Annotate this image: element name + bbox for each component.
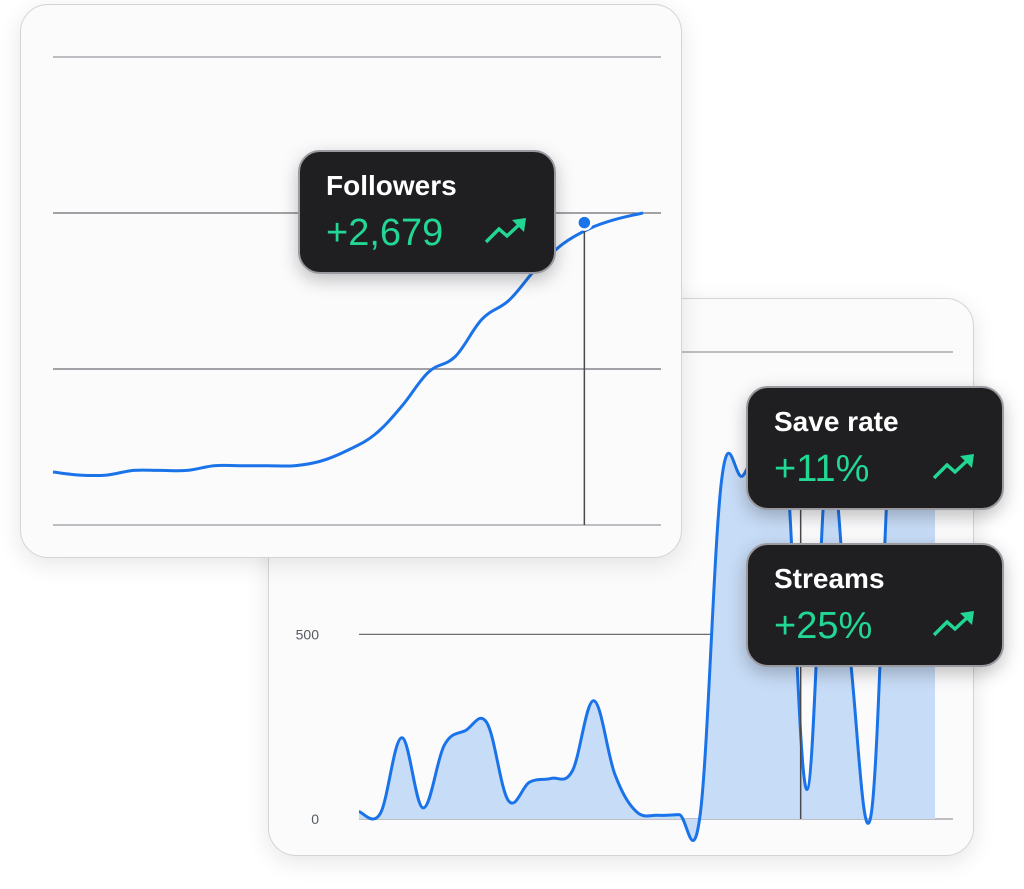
followers-tooltip: Followers +2,679 bbox=[298, 150, 556, 274]
streams-area bbox=[359, 390, 935, 841]
streams-value: +25% bbox=[774, 605, 873, 647]
trending-up-icon bbox=[484, 218, 526, 244]
streams-label: Streams bbox=[774, 563, 885, 594]
y-tick-label: 500 bbox=[296, 626, 320, 642]
save-rate-value: +11% bbox=[774, 448, 870, 490]
trending-up-icon bbox=[932, 454, 974, 480]
hover-point bbox=[576, 214, 593, 231]
followers-value: +2,679 bbox=[326, 212, 444, 254]
trending-up-icon bbox=[932, 611, 974, 637]
save-rate-label: Save rate bbox=[774, 406, 899, 437]
streams-line bbox=[358, 389, 937, 842]
followers-label: Followers bbox=[326, 170, 457, 201]
followers-chart bbox=[52, 56, 661, 526]
followers-chart-card bbox=[20, 4, 682, 558]
y-tick-label: 0 bbox=[311, 811, 319, 827]
streams-tooltip: Streams +25% bbox=[746, 543, 1004, 667]
save-rate-tooltip: Save rate +11% bbox=[746, 386, 1004, 510]
